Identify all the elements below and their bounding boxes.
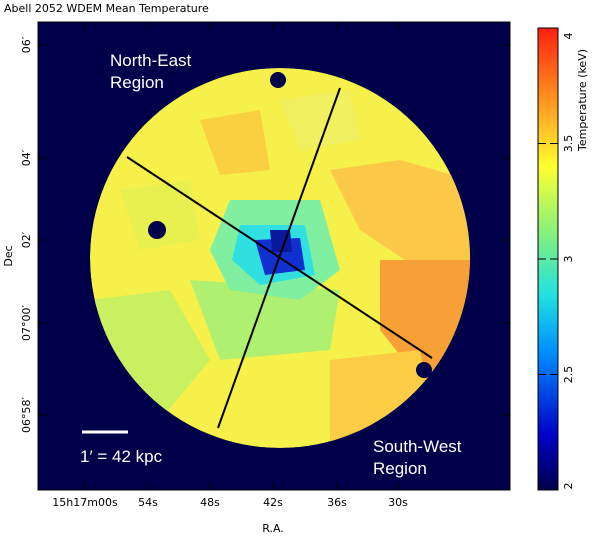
- colorbar-tick-label: 2: [562, 483, 575, 490]
- masked-source: [416, 362, 432, 378]
- region-label: South-West: [373, 437, 462, 456]
- x-tick-label: 30s: [388, 496, 408, 509]
- x-axis-label: R.A.: [262, 522, 284, 535]
- x-tick-label: 42s: [263, 496, 283, 509]
- y-tick-label: 04′: [20, 149, 33, 166]
- masked-source: [148, 221, 166, 239]
- region-label: North-East: [110, 51, 192, 70]
- scale-label: 1′ = 42 kpc: [80, 447, 163, 466]
- colorbar-tick-label: 3: [562, 256, 575, 263]
- title: Abell 2052 WDEM Mean Temperature: [4, 2, 209, 15]
- y-tick-label: 02′: [20, 231, 33, 248]
- colorbar-label: Temperature (keV): [576, 49, 589, 152]
- region-label: Region: [110, 73, 164, 92]
- masked-source: [270, 72, 286, 88]
- y-axis-label: Dec: [2, 245, 15, 266]
- colorbar-tick-label: 4: [562, 33, 575, 40]
- x-tick-label: 15h17m00s: [52, 496, 118, 509]
- x-tick-label: 36s: [327, 496, 347, 509]
- y-tick-label: 06′: [20, 36, 33, 53]
- colorbar-tick-label: 2.5: [562, 366, 575, 384]
- colorbar-tick-label: 3.5: [562, 135, 575, 153]
- x-tick-label: 48s: [200, 496, 220, 509]
- x-tick-label: 54s: [138, 496, 158, 509]
- y-tick-label: 06°58′: [20, 397, 33, 433]
- sector-line: [217, 87, 341, 429]
- y-tick-label: 07°00′: [20, 305, 33, 341]
- region-label: Region: [373, 459, 427, 478]
